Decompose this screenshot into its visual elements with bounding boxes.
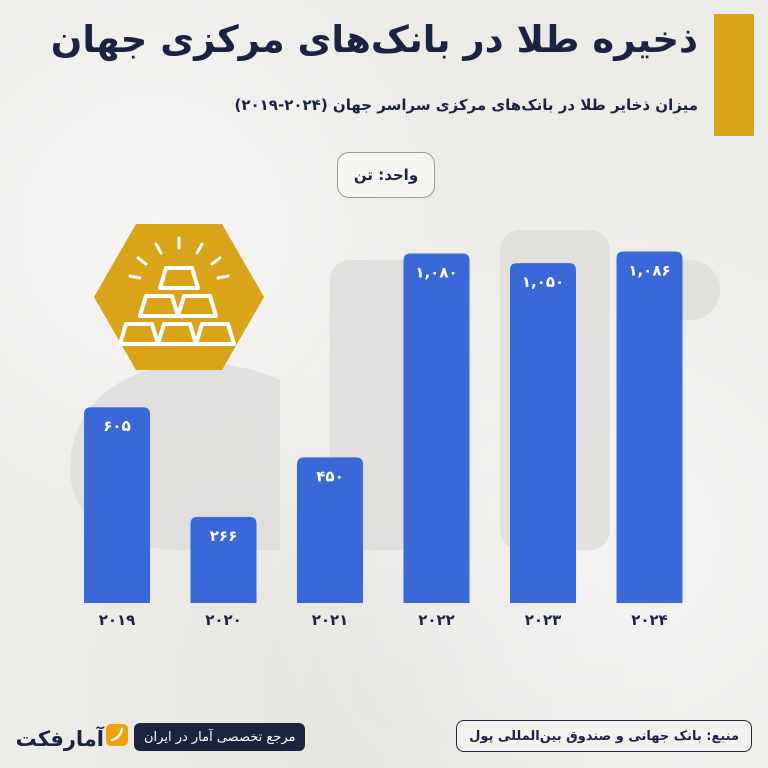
x-tick-label: ۲۰۲۱ [312, 611, 349, 629]
x-tick-label: ۲۰۲۰ [205, 611, 242, 629]
brand-name: آمارفکت [16, 726, 105, 751]
bar-4 [403, 253, 470, 604]
accent-bar [714, 14, 754, 136]
gold-bars-icon [94, 224, 264, 370]
source-badge: منبع: بانک جهانی و صندوق بین‌المللی پول [456, 720, 752, 752]
page-subtitle: میزان ذخایر طلا در بانک‌های مرکزی سراسر … [234, 96, 698, 114]
bar-2 [190, 516, 257, 603]
x-tick-label: ۲۰۲۳ [525, 611, 562, 629]
bar-value-label: ۱,۰۸۶ [628, 262, 670, 280]
amarfact-logo-icon: آمارفکت [16, 724, 128, 751]
unit-label: واحد: تن [337, 152, 435, 198]
bar-value-label: ۴۵۰ [316, 467, 343, 485]
bar-value-label: ۱,۰۵۰ [522, 273, 564, 291]
bar-value-label: ۲۶۶ [210, 527, 237, 545]
bar-1 [84, 407, 150, 603]
bar-5 [510, 263, 576, 603]
bar-value-label: ۱,۰۸۰ [415, 263, 457, 281]
tagline-badge: مرجع تخصصی آمار در ایران [134, 723, 306, 751]
x-tick-label: ۲۰۲۲ [418, 611, 455, 629]
bar-value-label: ۶۰۵ [103, 417, 130, 435]
x-tick-label: ۲۰۲۴ [631, 611, 668, 629]
bar-6 [616, 251, 683, 603]
bar-3 [297, 457, 363, 603]
page-title: ذخیره طلا در بانک‌های مرکزی جهان [50, 18, 698, 61]
x-tick-label: ۲۰۱۹ [99, 611, 136, 629]
